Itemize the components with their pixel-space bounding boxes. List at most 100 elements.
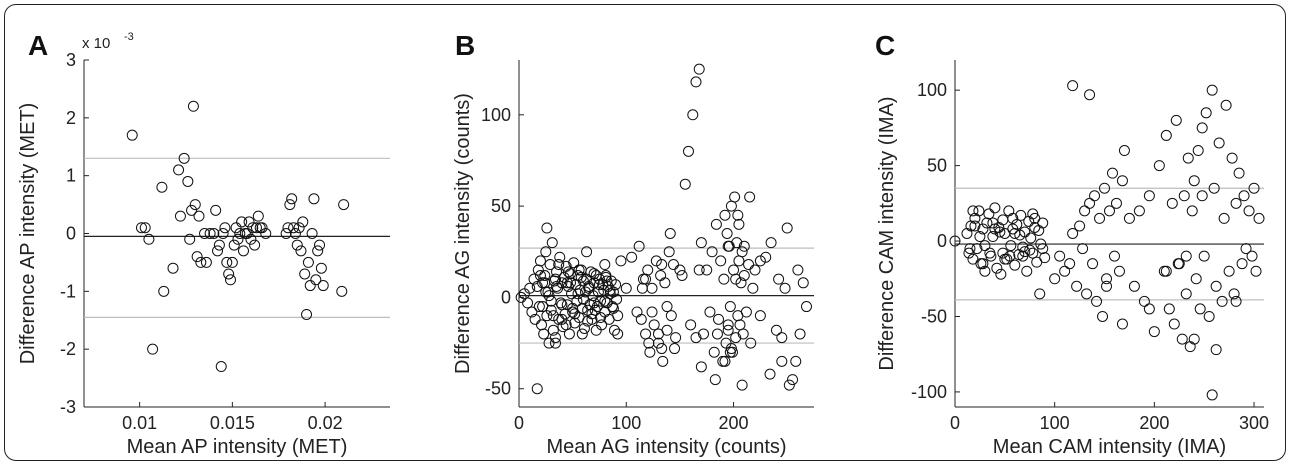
data-point [590,324,602,336]
data-point [754,310,766,322]
x-tick-label: 0.015 [210,413,255,433]
data-point [532,264,544,276]
data-point [284,199,296,211]
data-point [1067,228,1079,239]
data-point [1037,243,1049,255]
data-point [554,251,566,263]
data-point [693,264,705,276]
data-point [302,256,314,268]
data-point [212,245,224,257]
data-point [1133,205,1145,217]
data-point [776,332,788,344]
data-point [776,355,788,367]
data-point [1220,99,1232,111]
data-point [764,368,776,380]
data-point [1106,167,1118,179]
data-point [979,265,991,277]
data-point [690,332,702,344]
data-point [646,282,658,294]
data-point [735,277,747,289]
data-point [722,240,734,252]
data-point [1009,228,1021,239]
data-point [1178,190,1190,202]
data-point [223,268,235,280]
data-point [724,346,736,358]
data-point [1196,122,1208,134]
data-point [989,223,1001,235]
data-point [997,214,1009,226]
y-tick-label: 2 [66,108,76,128]
data-point [633,240,645,252]
panel-a: 0.01 0.015 0.02 -3 -2 -1 0 1 2 3 Mean AP intensity… [17,30,390,458]
data-point [719,209,731,221]
x-axis-label: Mean AG intensity (counts) [546,436,786,458]
data-point [306,228,318,239]
data-point [561,277,573,289]
data-point [540,286,552,298]
data-point [588,268,600,280]
data-point [289,228,301,239]
data-point [664,228,676,239]
data-point [682,145,694,157]
y-axis-label: Difference CAM intensity (IMA) [876,96,898,370]
y-tick-label: 0 [66,224,76,244]
data-point [656,259,668,271]
data-point [1017,250,1029,262]
data-point [538,328,550,340]
data-point [543,337,555,349]
data-point [971,243,983,255]
data-point [522,297,534,309]
data-point [991,262,1003,274]
data-point [663,246,675,258]
data-point [338,199,350,211]
data-point [1104,205,1115,217]
data-point [531,383,543,395]
data-point [744,191,756,203]
panel-c: 0 100 200 300 -100 -50 0 50 100 Mean CAM intensit… [875,30,1269,458]
data-point [961,228,973,239]
data-point [537,301,549,313]
data-point [549,337,561,349]
data-point [540,246,552,258]
data-point [297,216,309,228]
data-point [964,243,976,255]
data-point [195,256,207,268]
data-point [1009,259,1021,271]
data-point [1236,258,1248,270]
data-point [765,237,777,249]
data-point [147,343,159,355]
data-point [687,109,699,121]
data-point [1089,190,1101,202]
data-point [1210,280,1222,292]
data-point [1064,258,1076,270]
data-point [792,264,804,276]
data-point [293,222,305,234]
data-point [690,76,702,88]
data-point [794,328,806,340]
data-point [588,297,600,309]
data-point [719,355,731,367]
data-point [1230,197,1242,209]
data-point [724,301,736,313]
data-point [568,257,580,269]
data-point [581,246,593,258]
data-point [674,264,686,276]
data-point [704,306,716,318]
data-point [187,100,199,112]
data-point [1110,197,1122,209]
data-point [569,308,581,320]
data-point [733,255,745,267]
data-point [217,228,229,239]
data-point [643,337,655,349]
data-point [773,273,785,285]
data-point [301,308,313,320]
data-point [314,239,326,251]
data-point [1160,265,1172,277]
data-point [534,255,546,267]
data-point [1079,205,1091,217]
data-point [189,199,201,211]
data-point [599,259,611,271]
data-point [1049,273,1061,285]
y-tick-label: -100 [911,382,947,402]
data-point [186,204,198,216]
